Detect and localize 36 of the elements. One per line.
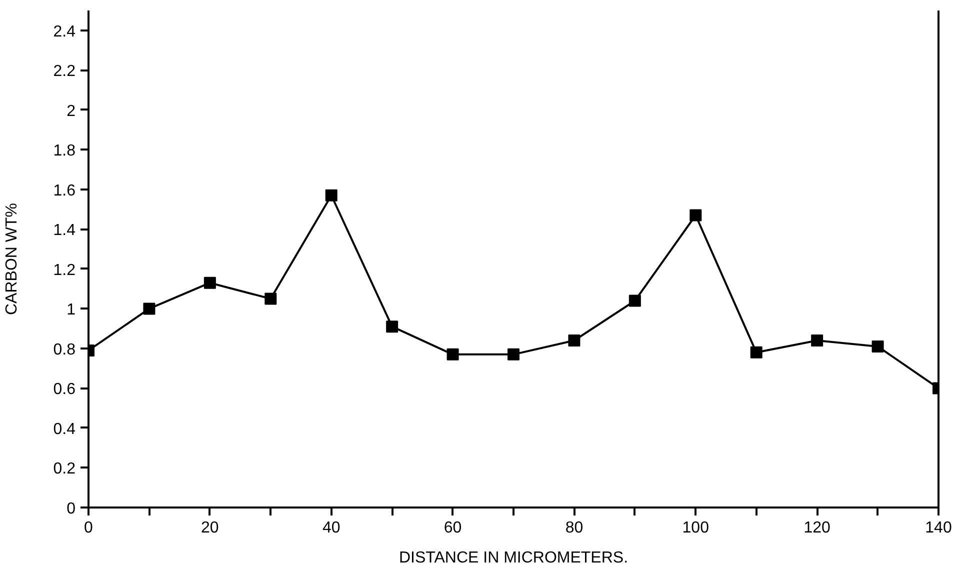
point bbox=[811, 334, 824, 347]
point bbox=[508, 348, 520, 360]
point bbox=[750, 346, 762, 358]
y-tick-label: 0.6 bbox=[53, 381, 76, 398]
y-tick-label: 2 bbox=[66, 102, 76, 120]
x-axis-title: DISTANCE IN MICROMETERS. bbox=[398, 550, 628, 566]
x-tick-label: 0 bbox=[84, 520, 94, 536]
point bbox=[690, 209, 702, 222]
y-tick-label: 0.4 bbox=[53, 420, 76, 438]
x-tick-label: 100 bbox=[682, 520, 710, 536]
y-tick-label: 0 bbox=[66, 500, 76, 518]
x-tick-label: 140 bbox=[925, 520, 952, 536]
point bbox=[568, 334, 580, 347]
y-tick-label: 0.2 bbox=[53, 460, 76, 478]
y-tick-label: 1.4 bbox=[53, 222, 76, 240]
y-tick-label: 1.6 bbox=[53, 182, 76, 200]
x-tick-label: 80 bbox=[565, 520, 584, 536]
y-tick-label: 1 bbox=[66, 302, 76, 319]
y-tick-label: 2.4 bbox=[53, 23, 76, 40]
y-axis-title: CARBON WT% bbox=[3, 203, 20, 315]
y-tick-label: 1.8 bbox=[53, 142, 76, 160]
point bbox=[264, 292, 277, 305]
point bbox=[386, 320, 398, 333]
x-tick-label: 60 bbox=[444, 520, 462, 536]
x-tick-label: 120 bbox=[804, 520, 831, 536]
x-tick-label: 20 bbox=[201, 520, 219, 536]
point bbox=[628, 294, 641, 307]
point bbox=[872, 340, 884, 352]
x-tick-label: 40 bbox=[322, 520, 340, 536]
point bbox=[143, 302, 156, 315]
y-tick-label: 0.8 bbox=[53, 341, 76, 358]
y-tick-label: 2.2 bbox=[53, 63, 76, 80]
point bbox=[204, 276, 216, 289]
point bbox=[446, 348, 459, 360]
point bbox=[325, 189, 338, 202]
y-tick-label: 1.2 bbox=[53, 262, 76, 279]
